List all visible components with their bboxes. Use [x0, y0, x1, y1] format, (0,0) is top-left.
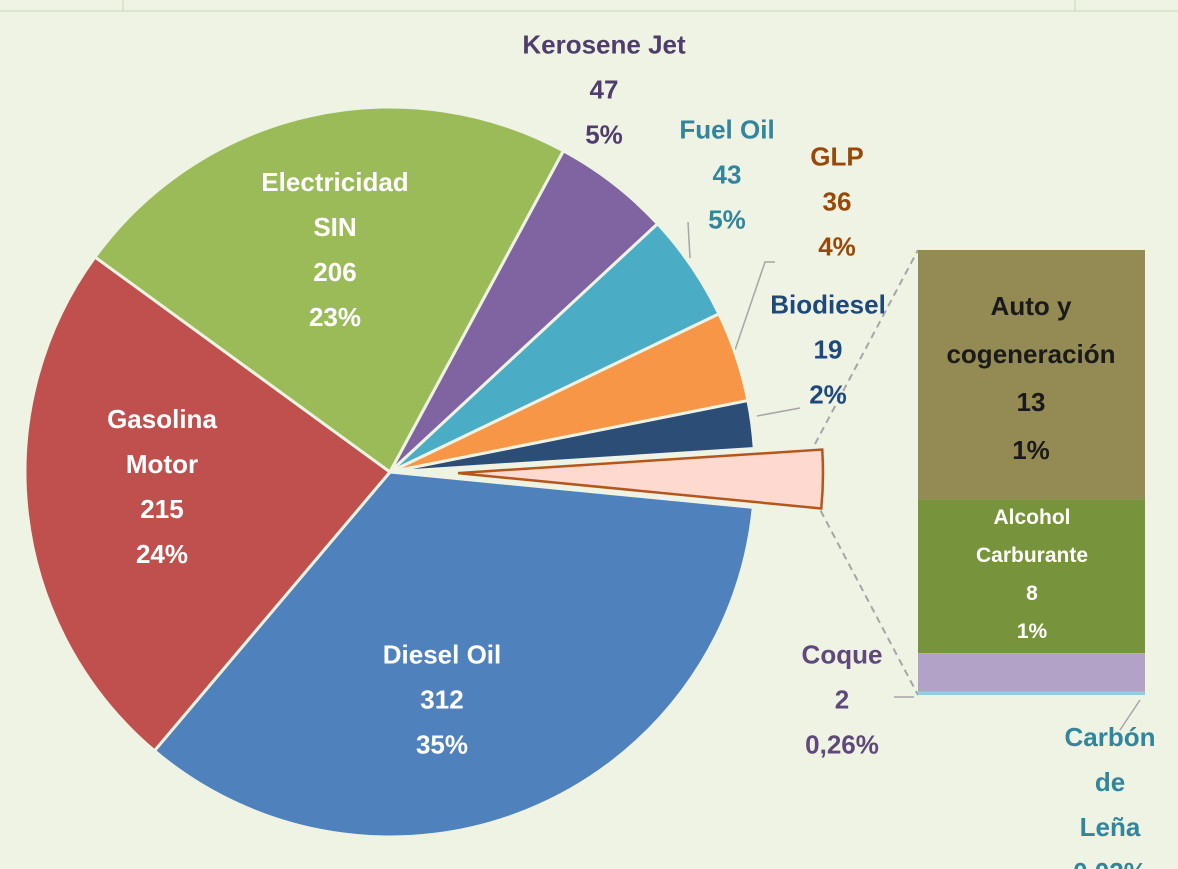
label-percent: 0,02%	[1065, 850, 1156, 869]
data-label: Electricidad SIN 206 23%	[261, 160, 408, 340]
label-name: Kerosene Jet	[522, 29, 686, 60]
stack-segment	[918, 250, 1145, 500]
label-percent: 2%	[809, 379, 847, 410]
label-percent: 4%	[818, 231, 856, 262]
label-name: Diesel Oil	[382, 639, 502, 670]
label-name: Auto y cogeneración	[946, 291, 1116, 369]
label-name: Electricidad SIN	[261, 167, 409, 242]
label-value: 312	[420, 684, 464, 715]
data-label: Diesel Oil 312 35%	[383, 633, 502, 768]
label-name: Alcohol Carburante	[975, 506, 1089, 567]
other-slice	[457, 448, 825, 510]
label-percent: 5%	[585, 119, 623, 150]
label-percent: 23%	[308, 302, 362, 332]
data-label: Kerosene Jet 47 5%	[522, 23, 685, 158]
label-percent: 1%	[1016, 620, 1048, 643]
stack-label: Alcohol Carburante 8 1%	[976, 499, 1088, 651]
data-label: Gasolina Motor 215 24%	[107, 397, 217, 577]
label-value: 215	[140, 494, 184, 524]
data-label: GLP 36 4%	[810, 135, 863, 270]
label-percent: 5%	[708, 204, 746, 235]
label-value: 13	[1016, 387, 1046, 417]
leader-line	[734, 261, 775, 351]
label-percent: 1%	[1012, 435, 1050, 465]
pie-slice	[152, 470, 755, 839]
label-name: Biodiesel	[770, 289, 886, 320]
stack-segment	[918, 691, 1145, 695]
data-label: Fuel Oil 43 5%	[679, 108, 774, 243]
leader-line	[687, 221, 691, 259]
leader-line	[756, 407, 801, 417]
pie-slice	[389, 398, 756, 474]
label-name: Gasolina Motor	[107, 404, 217, 479]
label-value: 206	[313, 257, 357, 287]
stack-label: Carbón de Leña 0,02%	[1065, 715, 1156, 869]
connector	[814, 249, 919, 445]
stack-segment	[918, 653, 1145, 692]
label-percent: 0,26%	[805, 729, 879, 760]
leader-line	[1119, 699, 1141, 731]
stack-label: Coque 2 0,26%	[802, 633, 883, 768]
label-value: 47	[589, 74, 619, 105]
stack-segment	[918, 499, 1145, 654]
stack-label: Auto y cogeneración 13 1%	[946, 282, 1115, 474]
label-value: 8	[1026, 582, 1038, 605]
label-name: GLP	[810, 141, 864, 172]
label-value: 36	[822, 186, 852, 217]
label-value: 2	[834, 684, 850, 715]
label-name: Fuel Oil	[679, 114, 775, 145]
pie-slice	[92, 105, 566, 475]
label-percent: 35%	[415, 729, 469, 760]
label-value: 43	[712, 159, 742, 190]
data-label: Biodiesel 19 2%	[770, 283, 886, 418]
label-name: Carbón de Leña	[1064, 722, 1156, 842]
label-name: Coque	[801, 639, 883, 670]
connector	[814, 499, 919, 696]
label-percent: 24%	[135, 539, 189, 569]
label-value: 19	[813, 334, 843, 365]
pie-slice	[23, 254, 393, 753]
